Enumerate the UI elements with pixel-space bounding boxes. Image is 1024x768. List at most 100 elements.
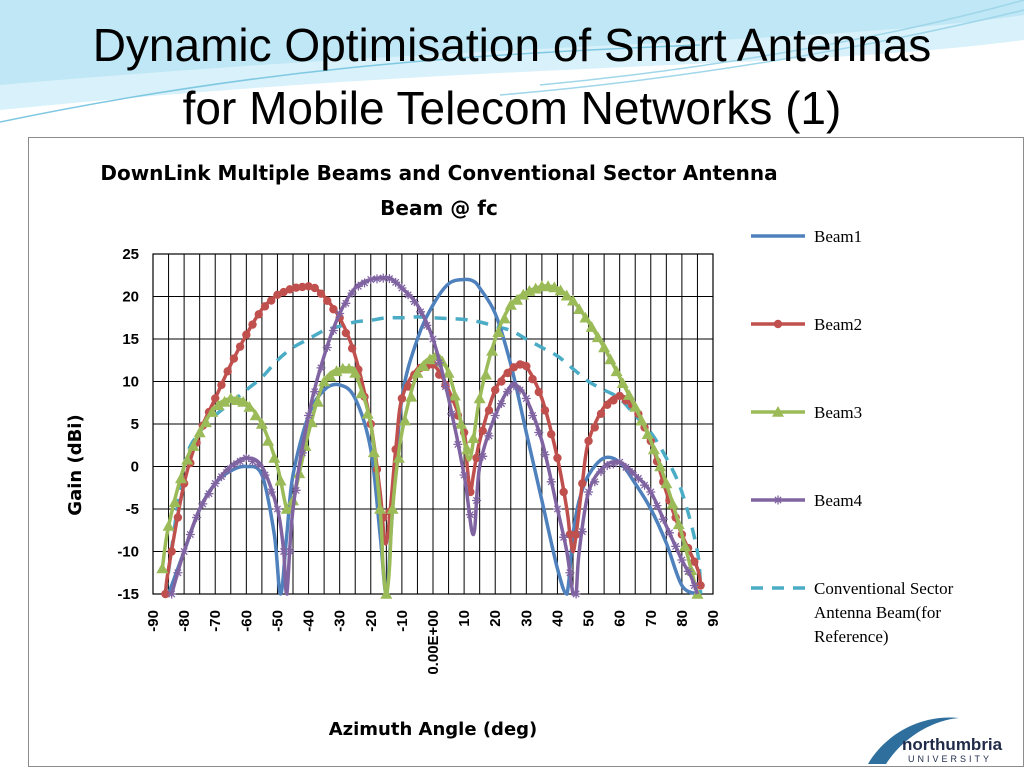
data-point-beam4 bbox=[291, 485, 301, 495]
data-point-beam3 bbox=[367, 446, 380, 458]
data-point-beam4 bbox=[640, 480, 650, 490]
data-point-beam4 bbox=[353, 281, 363, 291]
data-point-beam2 bbox=[603, 400, 612, 409]
x-tick-label: 60 bbox=[612, 610, 629, 627]
data-point-beam4 bbox=[689, 581, 699, 590]
data-point-beam3 bbox=[498, 312, 511, 324]
x-tick-label: -10 bbox=[394, 610, 411, 632]
data-point-beam4 bbox=[658, 514, 668, 524]
series-group bbox=[156, 273, 705, 599]
data-point-beam4 bbox=[552, 504, 562, 514]
data-point-beam3 bbox=[343, 362, 355, 374]
data-point-beam3 bbox=[374, 503, 387, 514]
data-point-beam4 bbox=[683, 566, 693, 576]
slide-header-banner bbox=[0, 0, 1024, 123]
data-point-beam2 bbox=[323, 296, 332, 305]
y-axis-label: Gain (dBi) bbox=[65, 414, 86, 515]
data-point-beam4 bbox=[652, 501, 662, 511]
data-point-beam4 bbox=[615, 457, 625, 467]
legend-item-beam3: Beam3 bbox=[751, 403, 862, 422]
data-point-beam4 bbox=[335, 309, 345, 318]
y-tick-label: 5 bbox=[131, 416, 139, 433]
data-point-beam3 bbox=[455, 418, 467, 429]
data-point-beam4 bbox=[204, 489, 214, 499]
data-point-beam3 bbox=[629, 401, 642, 412]
legend-item-beam4: Beam4 bbox=[751, 491, 863, 510]
plot-area-border bbox=[152, 253, 714, 595]
data-point-beam2 bbox=[397, 394, 407, 403]
data-point-beam2 bbox=[615, 391, 624, 401]
data-point-beam4 bbox=[366, 275, 376, 284]
x-tick-label: 80 bbox=[674, 610, 691, 627]
northumbria-logo: northumbria UNIVERSITY bbox=[868, 717, 1003, 764]
data-point-beam4 bbox=[521, 394, 531, 403]
data-point-beam3 bbox=[579, 311, 592, 323]
data-point-beam2 bbox=[584, 436, 593, 446]
data-point-beam3 bbox=[461, 443, 474, 455]
x-tick-label: 40 bbox=[549, 610, 566, 627]
data-point-beam2 bbox=[161, 589, 170, 599]
x-tick-label: -70 bbox=[207, 610, 224, 632]
data-point-beam4 bbox=[173, 568, 183, 578]
data-point-beam2 bbox=[547, 430, 556, 439]
data-point-beam2 bbox=[248, 320, 257, 329]
data-point-beam2 bbox=[316, 289, 326, 298]
data-point-beam4 bbox=[453, 439, 463, 449]
x-tick-label: -90 bbox=[145, 610, 162, 632]
data-point-beam4 bbox=[627, 467, 637, 477]
data-point-beam4 bbox=[304, 411, 314, 420]
data-point-beam3 bbox=[492, 326, 505, 337]
y-tick-label: 15 bbox=[122, 331, 139, 348]
data-point-beam2 bbox=[291, 283, 301, 292]
y-tick-label: 0 bbox=[131, 459, 139, 476]
data-point-beam3 bbox=[162, 520, 175, 531]
legend-item-beam1: Beam1 bbox=[751, 227, 862, 246]
data-point-beam4 bbox=[279, 547, 289, 556]
data-point-beam4 bbox=[646, 487, 656, 497]
data-point-beam2 bbox=[522, 362, 531, 371]
data-point-beam2 bbox=[559, 487, 568, 497]
data-point-beam3 bbox=[187, 440, 200, 451]
data-point-beam2 bbox=[329, 305, 338, 314]
data-point-beam3 bbox=[467, 432, 480, 443]
legend-label: Beam4 bbox=[814, 491, 863, 510]
data-point-beam3 bbox=[386, 503, 399, 514]
data-point-beam2 bbox=[211, 394, 220, 403]
x-tick-label: 90 bbox=[705, 610, 722, 627]
data-point-beam4 bbox=[596, 467, 606, 477]
logo-subtext: UNIVERSITY bbox=[908, 754, 992, 764]
data-point-beam4 bbox=[478, 451, 488, 461]
data-point-beam3 bbox=[610, 365, 623, 377]
data-point-beam3 bbox=[411, 367, 424, 378]
data-point-beam3 bbox=[193, 426, 206, 438]
data-point-beam4 bbox=[210, 479, 220, 488]
data-point-beam3 bbox=[168, 496, 181, 507]
data-point-beam4 bbox=[241, 453, 251, 463]
data-point-beam2 bbox=[347, 344, 357, 353]
data-point-beam3 bbox=[573, 303, 586, 315]
x-tick-label: 70 bbox=[643, 610, 660, 627]
data-point-beam2 bbox=[571, 530, 581, 539]
data-point-beam3 bbox=[218, 395, 231, 407]
data-point-beam4 bbox=[372, 274, 382, 284]
data-point-beam3 bbox=[548, 281, 561, 293]
data-point-beam3 bbox=[423, 353, 436, 365]
data-point-beam4 bbox=[484, 431, 494, 441]
data-point-beam3 bbox=[243, 401, 256, 412]
data-point-beam4 bbox=[297, 448, 307, 458]
data-point-beam4 bbox=[328, 326, 338, 335]
data-point-beam3 bbox=[199, 416, 212, 428]
series-beam1 bbox=[166, 277, 699, 596]
data-point-beam4 bbox=[409, 297, 419, 307]
data-point-beam3 bbox=[274, 474, 287, 486]
data-point-beam4 bbox=[608, 459, 618, 469]
data-point-beam4 bbox=[192, 513, 202, 522]
data-point-beam4 bbox=[503, 387, 513, 397]
data-point-beam4 bbox=[577, 527, 587, 537]
data-point-beam3 bbox=[399, 414, 411, 426]
data-point-beam2 bbox=[596, 409, 606, 418]
data-point-beam3 bbox=[511, 293, 523, 305]
x-tick-label: 20 bbox=[487, 610, 504, 627]
data-point-beam2 bbox=[267, 296, 276, 305]
data-point-beam3 bbox=[237, 395, 250, 407]
